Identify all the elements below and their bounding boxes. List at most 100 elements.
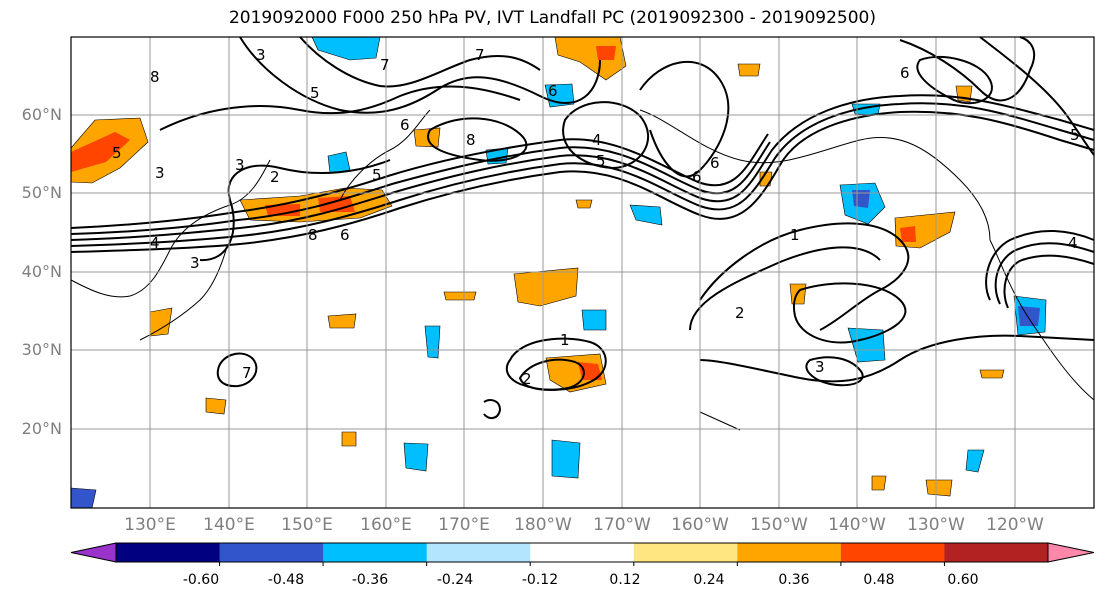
contour-line [562,101,650,170]
colorbar-outline [115,542,1049,563]
contour-line [505,337,607,391]
colorbar-tick-label: -0.24 [436,572,474,588]
longitude-label: 150°W [750,515,808,535]
contour-line [792,282,907,344]
contour-line [199,159,391,262]
positive-anomaly-patch [413,127,441,148]
contour-label: 6 [548,82,558,100]
contour-label: 3 [235,156,245,174]
longitude-label: 130°E [124,515,176,535]
map-panel: 7 8 7 6 3 5 6 3 3 4 3 8 6 5 2 4 5 5 6 8 … [70,36,1095,509]
contour-line [699,222,910,331]
positive-anomaly-patch [513,267,579,307]
longitude-label: 120°W [986,515,1044,535]
colorbar-segment [737,543,842,562]
colorbar-tick-label: 0.60 [947,572,979,588]
contour-label: 3 [155,164,165,182]
latitude-label: 30°N [21,340,62,359]
coastline-asia [70,159,271,298]
colorbar-segment [840,543,945,562]
contour-label: 4 [1068,234,1078,252]
contour-line [1003,254,1095,309]
contour-label: 5 [372,166,382,184]
contour-label: 1 [560,331,570,349]
contour-label: 7 [475,46,485,64]
longitude-label: 160°W [671,515,729,535]
longitude-label: 130°W [907,515,965,535]
negative-anomaly-patch [1018,306,1040,326]
colorbar-extend-high [1047,542,1095,563]
colorbar-segment [323,543,428,562]
colorbar-tick-label: 0.36 [778,572,810,588]
contour-line [639,61,730,178]
map-border [70,36,1095,509]
longitude-label: 180°W [514,515,572,535]
colorbar-tick-label: -0.12 [521,572,559,588]
contour-line [70,110,1095,253]
contour-label: 2 [522,370,532,388]
contour-label: 1 [790,226,800,244]
contour-label: 6 [692,168,702,186]
colorbar-segment [530,543,635,562]
gridlines [71,37,1094,508]
longitude-label: 140°E [203,515,255,535]
colorbar-tick-label: 0.24 [693,572,725,588]
contour-label: 7 [242,364,252,382]
colorbar-tick-label: -0.60 [182,572,220,588]
contour-line [805,356,864,387]
negative-anomaly-patch [581,309,607,331]
positive-anomaly-patch [871,475,887,491]
positive-anomaly-patch [900,226,916,242]
colorbar [70,542,1095,566]
colorbar-extend-low [70,542,117,563]
coastline-japan [139,249,227,341]
coastline-na-west [989,239,1095,401]
positive-anomaly-patch [925,479,953,497]
contour-line [994,242,1095,305]
map-title: 2019092000 F000 250 hPa PV, IVT Landfall… [228,8,876,28]
coastline-hawaii [699,411,741,431]
contour-label: 7 [380,56,390,74]
positive-anomaly-patch [979,369,1005,379]
latitude-label: 40°N [21,262,62,281]
contour-label: 4 [592,131,602,149]
contour-line [518,358,585,391]
contour-label: 8 [466,131,476,149]
contour-label: 6 [400,116,410,134]
latitude-label: 20°N [21,419,62,438]
colorbar-segment [426,543,531,562]
latitude-label: 50°N [21,183,62,202]
contour-line [985,230,1095,301]
positive-anomaly-patch [443,291,477,301]
negative-anomaly-patch [70,487,97,509]
longitude-label: 170°E [438,515,490,535]
contour-label: 8 [150,68,160,86]
colorbar-segment [116,543,221,562]
contour-label: 2 [735,304,745,322]
latitude-label: 60°N [21,105,62,124]
coastline-alaska [639,109,991,241]
longitude-label: 170°W [593,515,651,535]
positive-anomaly-patch [327,313,357,329]
contour-label: 5 [596,152,606,170]
contour-label: 8 [308,226,318,244]
contour-line [689,246,881,331]
longitude-label: 160°E [360,515,412,535]
contour-line [70,94,1095,241]
colorbar-tick-label: 0.48 [863,572,895,588]
contour-label: 5 [1070,126,1080,144]
positive-anomaly-patch [596,46,616,60]
contour-line [979,36,1095,156]
contour-label: 2 [270,168,280,186]
positive-anomaly-patch [71,132,130,172]
ivt-contours [70,36,1095,420]
contour-label: 6 [340,226,350,244]
coastline-kamchatka [339,109,431,201]
contour-labels: 7 8 7 6 3 5 6 3 3 4 3 8 6 5 2 4 5 5 6 8 … [112,46,1080,388]
longitude-label: 140°W [828,515,886,535]
positive-anomaly-patch [205,397,227,415]
colorbar-segment [633,543,738,562]
negative-anomaly-patch [965,449,985,473]
contour-line [70,102,1095,247]
